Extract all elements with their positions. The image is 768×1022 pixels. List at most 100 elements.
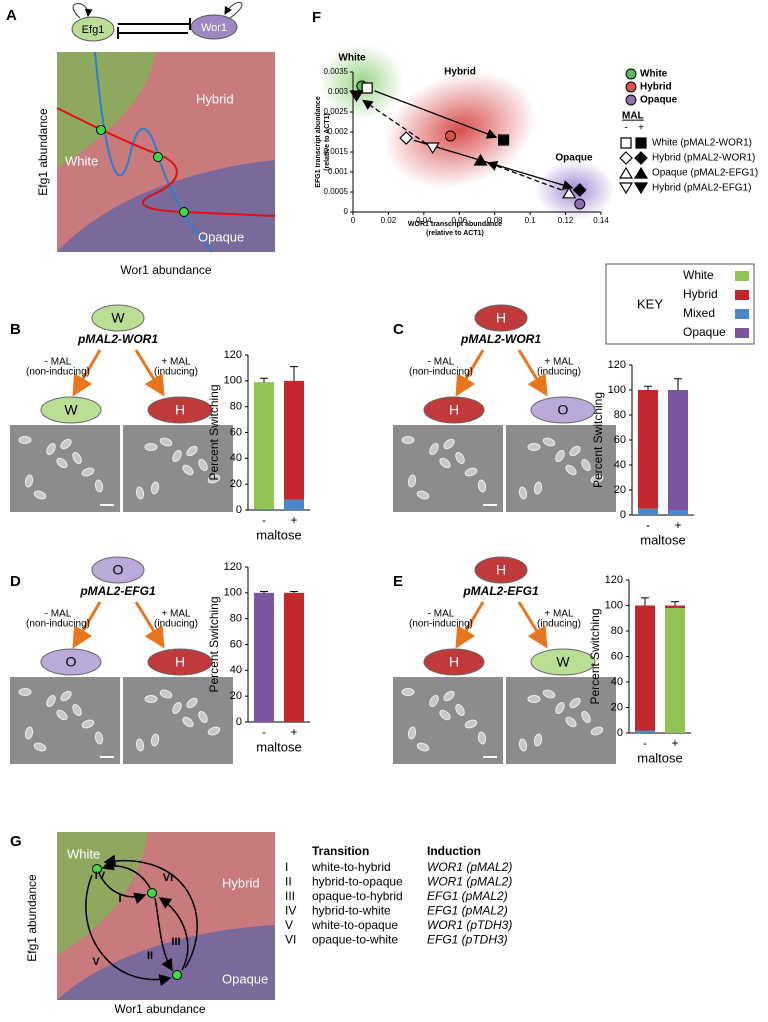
y-tick-label: 100	[608, 384, 626, 396]
cell	[198, 459, 208, 471]
y-tick-label: 0.0005	[324, 187, 349, 196]
y-tick-label: 100	[224, 375, 242, 387]
axis-label: (relative to ACT1)	[324, 113, 331, 171]
arrow-label: - MAL	[428, 609, 455, 620]
axis-label: Percent Switching	[207, 384, 221, 480]
state-node	[530, 396, 596, 424]
cell	[60, 690, 72, 702]
axis-label: (relative to ACT1)	[426, 230, 484, 237]
x-tick-label: -	[643, 736, 647, 750]
cell	[182, 716, 194, 728]
cluster-label: Hybrid	[444, 67, 476, 78]
point	[361, 82, 373, 94]
arrow-label: + MAL	[161, 357, 191, 368]
cell	[81, 719, 95, 729]
cell	[527, 695, 541, 703]
legend-entry: Opaque (pMAL2-EFG1)	[652, 168, 758, 179]
cell	[439, 457, 451, 469]
opaque-region	[57, 160, 275, 252]
x-tick-label: +	[671, 736, 678, 750]
cell	[518, 738, 528, 752]
panel-a: A Efg1 Wor1 White Hybrid Opaque Efg1 abu…	[6, 1, 276, 277]
y-tick-label: 60	[611, 650, 623, 662]
cell	[186, 697, 198, 709]
cell	[182, 464, 194, 476]
y-tick-label: 40	[611, 676, 623, 688]
x-tick-label: -	[646, 518, 650, 532]
arrow-label: - MAL	[45, 609, 72, 620]
bar-segment	[284, 380, 304, 500]
panel-label: C	[393, 321, 404, 338]
state-node	[91, 556, 145, 584]
point	[562, 186, 577, 199]
cell	[172, 702, 182, 714]
arrow-label: - MAL	[428, 357, 455, 368]
point	[425, 142, 440, 155]
gene-label: Efg1	[82, 24, 105, 36]
legend-marker	[633, 166, 649, 179]
cell	[407, 474, 417, 488]
table-cell: EFG1 (pMAL2)	[427, 904, 508, 918]
cell	[94, 479, 104, 493]
legend-marker	[633, 182, 649, 195]
y-tick-label: 0.0025	[324, 107, 349, 116]
numeral: IV	[95, 870, 106, 882]
white-region	[57, 832, 148, 955]
cell	[443, 438, 455, 450]
arrow-label: (non-inducing)	[409, 367, 473, 378]
y-tick-label: 60	[230, 638, 242, 650]
cell	[455, 452, 465, 464]
state-label: Opaque	[198, 229, 244, 244]
cell	[144, 695, 158, 703]
cell	[581, 711, 591, 723]
cell	[464, 467, 478, 477]
y-tick-label: 60	[614, 434, 626, 446]
table-cell: hybrid-to-opaque	[312, 875, 403, 889]
axis-label: Wor1 abundance	[114, 1002, 206, 1016]
legend-marker	[634, 151, 648, 165]
table-cell: hybrid-to-white	[312, 904, 391, 918]
y-tick-label: 40	[230, 664, 242, 676]
y-tick-label: 120	[608, 359, 626, 371]
arrow-label: + MAL	[161, 609, 191, 620]
x-tick-label: -	[262, 725, 266, 739]
state-label: Hybrid	[196, 91, 234, 106]
cell	[590, 726, 604, 736]
arrow-label: (inducing)	[154, 619, 198, 630]
construct: pMAL2-WOR1	[77, 332, 158, 346]
cell	[518, 486, 528, 500]
transition-arrow	[486, 161, 562, 191]
steady-state	[96, 125, 106, 135]
y-tick-label: 0	[620, 509, 626, 521]
cell	[581, 459, 591, 471]
steady-state	[172, 970, 182, 980]
cell	[172, 450, 182, 462]
x-tick-label: 0.06	[451, 216, 467, 225]
arrow	[517, 349, 548, 397]
state-letter: H	[175, 654, 185, 670]
x-tick-label: -	[262, 513, 266, 527]
point	[444, 130, 456, 142]
cell	[56, 457, 68, 469]
state-node	[40, 396, 102, 424]
transition-arrow	[362, 99, 427, 145]
y-tick-label: 80	[230, 401, 242, 413]
numeral: III	[171, 936, 180, 948]
cell	[33, 490, 47, 500]
legend-marker	[618, 182, 634, 195]
legend-condition: +	[638, 123, 644, 134]
y-tick-label: 20	[614, 484, 626, 496]
state-letter: H	[449, 654, 459, 670]
table-cell: III	[285, 889, 295, 903]
legend-entry: Hybrid (pMAL2-EFG1)	[652, 183, 751, 194]
legend-entry: Hybrid (pMAL2-WOR1)	[652, 153, 755, 164]
panel-label: B	[10, 321, 21, 338]
state-letter: H	[496, 562, 506, 578]
y-tick-label: 120	[224, 349, 242, 361]
table-cell: WOR1 (pTDH3)	[427, 918, 512, 932]
cell	[555, 702, 565, 714]
cell	[416, 490, 430, 500]
cell	[555, 450, 565, 462]
construct: pMAL2-EFG1	[79, 584, 156, 598]
